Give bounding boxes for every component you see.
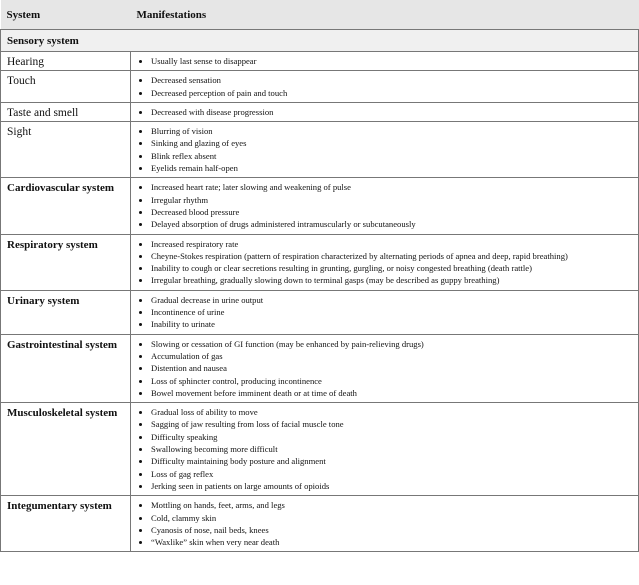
system-name: Hearing: [0, 50, 131, 72]
manifestation-list: Increased respiratory rateCheyne-Stokes …: [137, 238, 632, 287]
system-name: Cardiovascular system: [0, 177, 131, 235]
manifestation-item: Decreased with disease progression: [151, 106, 632, 118]
manifestation-item: “Waxlike” skin when very near death: [151, 536, 632, 548]
table-row: Urinary systemGradual decrease in urine …: [0, 289, 639, 335]
manifestation-item: Increased heart rate; later slowing and …: [151, 181, 632, 193]
header-manifestations: Manifestations: [130, 0, 639, 30]
manifestation-list: Blurring of visionSinking and glazing of…: [137, 125, 632, 174]
manifestation-item: Sagging of jaw resulting from loss of fa…: [151, 418, 632, 430]
manifestation-item: Swallowing becoming more difficult: [151, 443, 632, 455]
table-row: Integumentary systemMottling on hands, f…: [0, 495, 639, 553]
table-row: Respiratory systemIncreased respiratory …: [0, 233, 639, 291]
manifestations-cell: Increased heart rate; later slowing and …: [130, 177, 639, 235]
manifestation-item: Decreased perception of pain and touch: [151, 87, 632, 99]
system-name: Sight: [0, 121, 131, 179]
table-row: SightBlurring of visionSinking and glazi…: [0, 121, 639, 179]
manifestation-item: Loss of sphincter control, producing inc…: [151, 375, 632, 387]
manifestations-cell: Blurring of visionSinking and glazing of…: [130, 121, 639, 179]
manifestations-cell: Gradual decrease in urine outputIncontin…: [130, 289, 639, 335]
table-row: Hearing Usually last sense to disappear: [0, 50, 639, 72]
manifestations-cell: Decreased with disease progression: [130, 101, 639, 123]
manifestations-cell: Decreased sensationDecreased perception …: [130, 70, 639, 103]
manifestation-item: Inability to cough or clear secretions r…: [151, 262, 632, 274]
table-row: Musculoskeletal systemGradual loss of ab…: [0, 402, 639, 497]
system-name: Respiratory system: [0, 233, 131, 291]
system-name: Taste and smell: [0, 101, 131, 123]
section-row: Sensory system: [0, 29, 639, 52]
manifestation-item: Cyanosis of nose, nail beds, knees: [151, 524, 632, 536]
manifestation-item: Decreased sensation: [151, 74, 632, 86]
system-name: Urinary system: [0, 289, 131, 335]
manifestation-item: Decreased blood pressure: [151, 206, 632, 218]
manifestation-list: Decreased sensationDecreased perception …: [137, 74, 632, 99]
manifestation-item: Delayed absorption of drugs administered…: [151, 218, 632, 230]
manifestation-item: Difficulty speaking: [151, 431, 632, 443]
manifestations-cell: Slowing or cessation of GI function (may…: [130, 333, 639, 404]
manifestation-item: Eyelids remain half-open: [151, 162, 632, 174]
manifestation-item: Jerking seen in patients on large amount…: [151, 480, 632, 492]
manifestation-list: Mottling on hands, feet, arms, and legsC…: [137, 499, 632, 548]
manifestation-item: Irregular rhythm: [151, 194, 632, 206]
header-row: System Manifestations: [0, 0, 639, 30]
system-name: Gastrointestinal system: [0, 333, 131, 404]
manifestation-item: Loss of gag reflex: [151, 468, 632, 480]
manifestation-item: Difficulty maintaining body posture and …: [151, 455, 632, 467]
manifestation-item: Slowing or cessation of GI function (may…: [151, 338, 632, 350]
manifestation-item: Accumulation of gas: [151, 350, 632, 362]
manifestation-item: Usually last sense to disappear: [151, 55, 632, 67]
manifestation-list: Increased heart rate; later slowing and …: [137, 181, 632, 230]
table-row: Cardiovascular system Increased heart rat…: [0, 177, 639, 235]
system-name: Touch: [0, 70, 131, 103]
manifestation-list: Slowing or cessation of GI function (may…: [137, 338, 632, 399]
table-body: System Manifestations Sensory system Hea…: [0, 0, 639, 553]
manifestation-item: Sinking and glazing of eyes: [151, 137, 632, 149]
manifestations-cell: Gradual loss of ability to moveSagging o…: [130, 402, 639, 497]
manifestation-item: Gradual loss of ability to move: [151, 406, 632, 418]
manifestations-cell: Usually last sense to disappear: [130, 50, 639, 72]
table-row: Taste and smell Decreased with disease pr…: [0, 101, 639, 123]
manifestation-item: Incontinence of urine: [151, 306, 632, 318]
manifestation-list: Gradual loss of ability to moveSagging o…: [137, 406, 632, 492]
manifestations-cell: Mottling on hands, feet, arms, and legsC…: [130, 495, 639, 553]
manifestation-list: Usually last sense to disappear: [137, 55, 632, 67]
manifestation-item: Inability to urinate: [151, 318, 632, 330]
manifestation-item: Distention and nausea: [151, 362, 632, 374]
header-system: System: [0, 0, 131, 30]
manifestation-item: Cold, clammy skin: [151, 512, 632, 524]
table-row: Gastrointestinal system Slowing or cessat…: [0, 333, 639, 404]
manifestations-table: System Manifestations Sensory system Hea…: [0, 0, 639, 552]
manifestation-item: Blurring of vision: [151, 125, 632, 137]
manifestation-list: Gradual decrease in urine outputIncontin…: [137, 294, 632, 331]
system-name: Integumentary system: [0, 495, 131, 553]
manifestation-item: Bowel movement before imminent death or …: [151, 387, 632, 399]
table-row: TouchDecreased sensationDecreased percep…: [0, 70, 639, 103]
manifestation-item: Increased respiratory rate: [151, 238, 632, 250]
section-title: Sensory system: [0, 29, 639, 52]
manifestation-item: Gradual decrease in urine output: [151, 294, 632, 306]
manifestation-item: Cheyne-Stokes respiration (pattern of re…: [151, 250, 632, 262]
manifestation-list: Decreased with disease progression: [137, 106, 632, 118]
manifestation-item: Mottling on hands, feet, arms, and legs: [151, 499, 632, 511]
manifestation-item: Irregular breathing, gradually slowing d…: [151, 274, 632, 286]
system-name: Musculoskeletal system: [0, 402, 131, 497]
manifestations-cell: Increased respiratory rateCheyne-Stokes …: [130, 233, 639, 291]
manifestation-item: Blink reflex absent: [151, 150, 632, 162]
